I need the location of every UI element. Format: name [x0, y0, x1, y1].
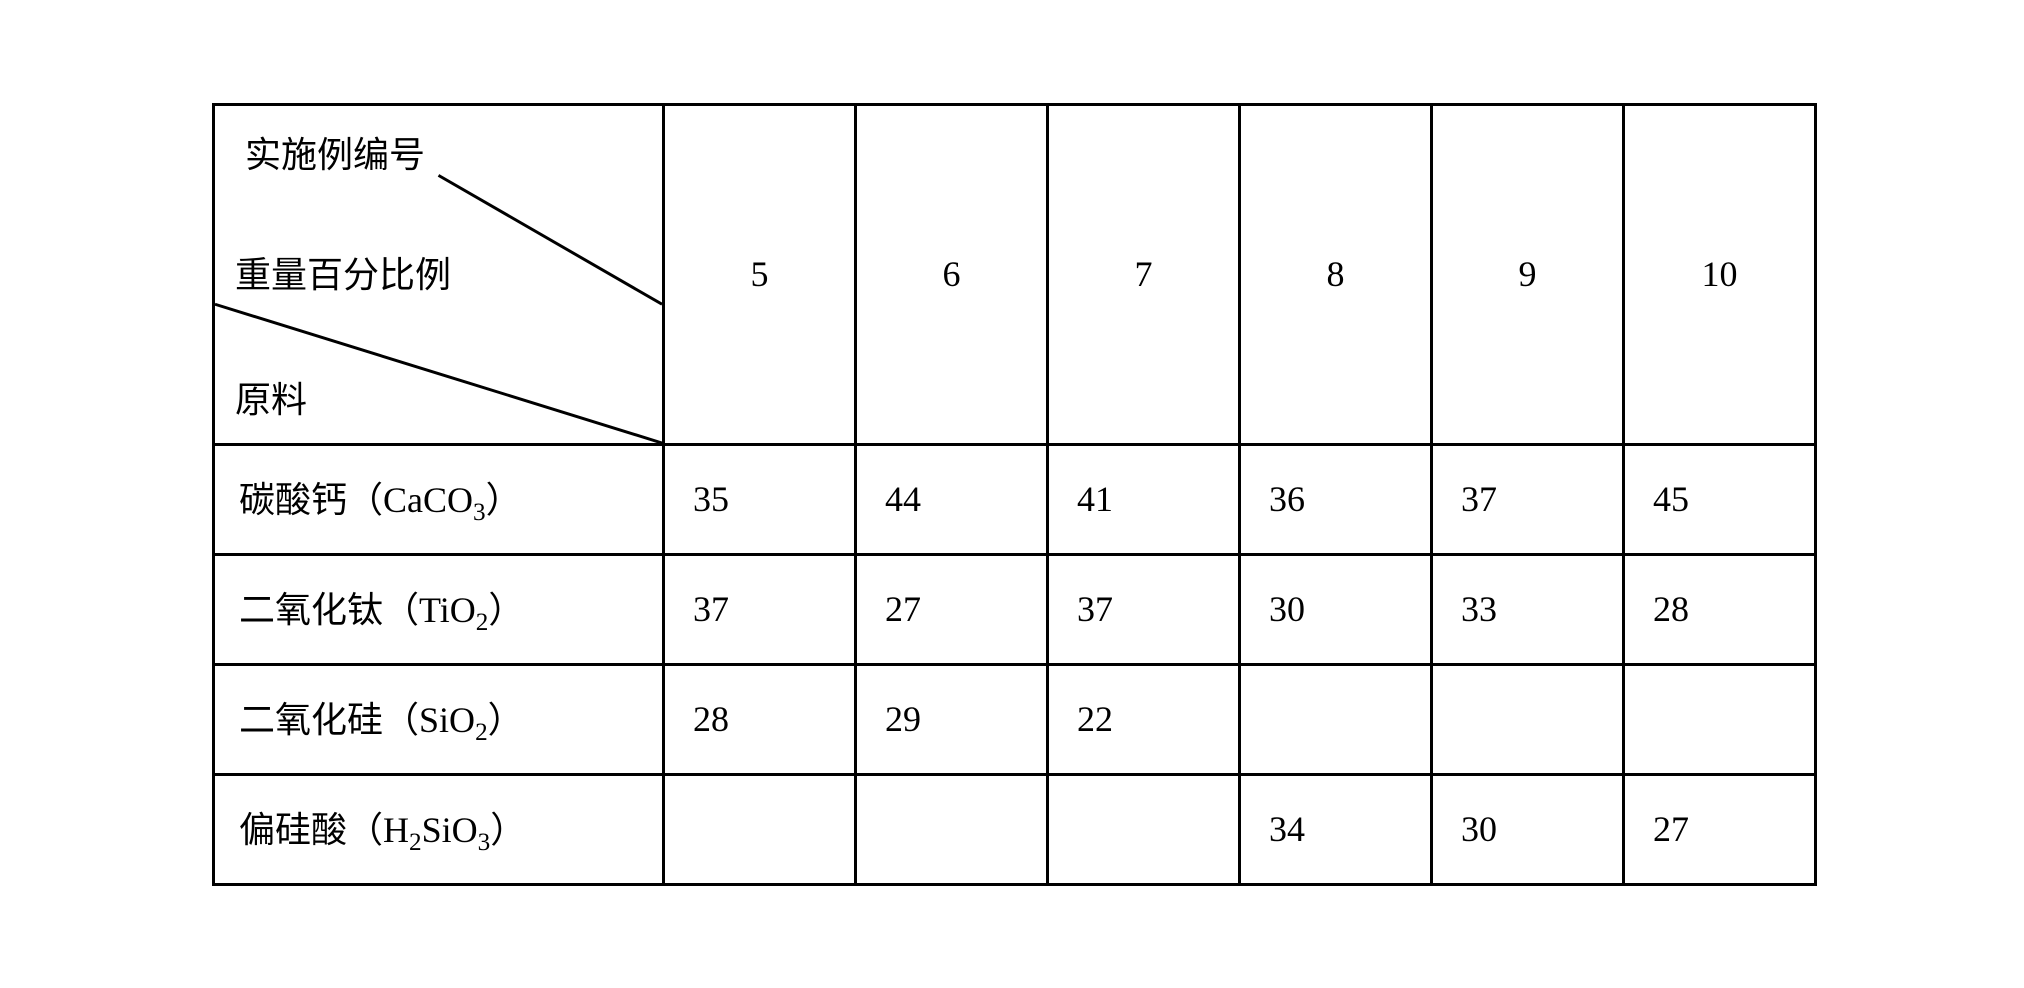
column-header-6: 6: [856, 104, 1048, 444]
data-cell: 41: [1048, 444, 1240, 554]
data-cell: 37: [664, 554, 856, 664]
data-cell: [1432, 664, 1624, 774]
data-cell: 44: [856, 444, 1048, 554]
table-container: 实施例编号 重量百分比例 原料 5 6 7 8 9 10 碳酸钙（CaCO3） …: [212, 103, 1812, 886]
data-cell: [1624, 664, 1816, 774]
table-row: 偏硅酸（H2SiO3） 34 30 27: [214, 774, 1816, 884]
data-cell: [1048, 774, 1240, 884]
table-row: 碳酸钙（CaCO3） 35 44 41 36 37 45: [214, 444, 1816, 554]
data-cell: 36: [1240, 444, 1432, 554]
table-row: 二氧化钛（TiO2） 37 27 37 30 33 28: [214, 554, 1816, 664]
data-cell: 27: [856, 554, 1048, 664]
data-cell: 45: [1624, 444, 1816, 554]
header-label-bottom: 原料: [235, 371, 307, 423]
data-cell: 22: [1048, 664, 1240, 774]
data-cell: 28: [1624, 554, 1816, 664]
column-header-7: 7: [1048, 104, 1240, 444]
data-table: 实施例编号 重量百分比例 原料 5 6 7 8 9 10 碳酸钙（CaCO3） …: [212, 103, 1817, 886]
data-cell: 34: [1240, 774, 1432, 884]
header-label-mid: 重量百分比例: [235, 246, 451, 298]
column-header-5: 5: [664, 104, 856, 444]
row-label-sio2: 二氧化硅（SiO2）: [214, 664, 664, 774]
corner-header-cell: 实施例编号 重量百分比例 原料: [214, 104, 664, 444]
data-cell: 35: [664, 444, 856, 554]
data-cell: 33: [1432, 554, 1624, 664]
data-cell: 28: [664, 664, 856, 774]
row-label-caco3: 碳酸钙（CaCO3）: [214, 444, 664, 554]
row-label-tio2: 二氧化钛（TiO2）: [214, 554, 664, 664]
row-label-h2sio3: 偏硅酸（H2SiO3）: [214, 774, 664, 884]
data-cell: [664, 774, 856, 884]
column-header-8: 8: [1240, 104, 1432, 444]
column-header-10: 10: [1624, 104, 1816, 444]
header-row: 实施例编号 重量百分比例 原料 5 6 7 8 9 10: [214, 104, 1816, 444]
data-cell: 30: [1240, 554, 1432, 664]
data-cell: 27: [1624, 774, 1816, 884]
data-cell: 37: [1432, 444, 1624, 554]
table-row: 二氧化硅（SiO2） 28 29 22: [214, 664, 1816, 774]
data-cell: 30: [1432, 774, 1624, 884]
data-cell: [1240, 664, 1432, 774]
data-cell: 37: [1048, 554, 1240, 664]
data-cell: [856, 774, 1048, 884]
column-header-9: 9: [1432, 104, 1624, 444]
header-label-top: 实施例编号: [245, 126, 425, 178]
data-cell: 29: [856, 664, 1048, 774]
